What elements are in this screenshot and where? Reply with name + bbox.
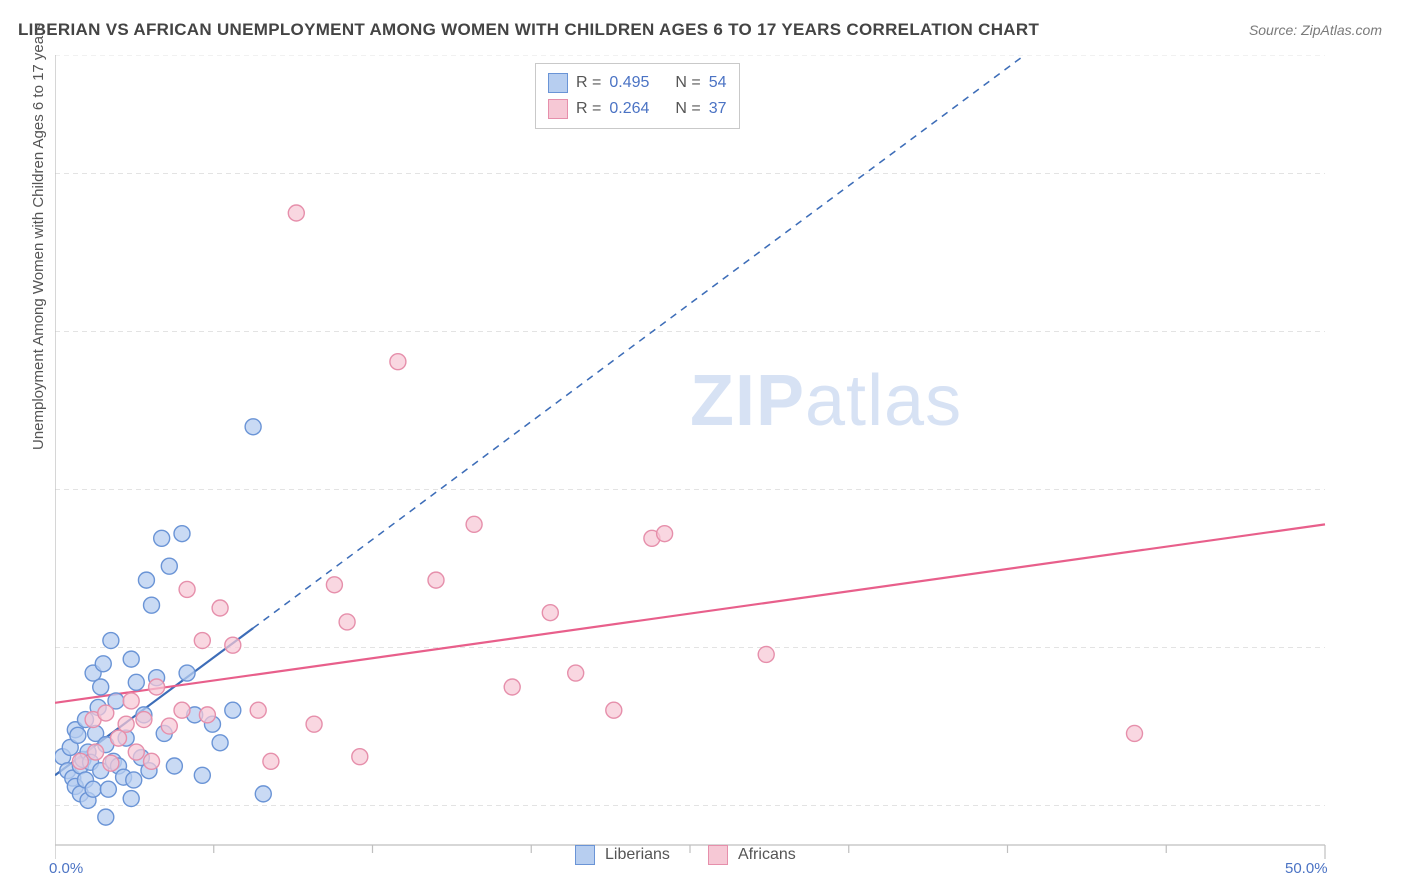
- legend-row-africans: R = 0.264 N = 37: [548, 96, 727, 122]
- legend-label-africans: Africans: [738, 846, 796, 864]
- source-label: Source: ZipAtlas.com: [1249, 22, 1382, 38]
- x-tick-label: 0.0%: [49, 860, 83, 877]
- legend-swatch-icon: [575, 845, 595, 865]
- chart-title: LIBERIAN VS AFRICAN UNEMPLOYMENT AMONG W…: [18, 20, 1039, 40]
- chart-container: LIBERIAN VS AFRICAN UNEMPLOYMENT AMONG W…: [0, 0, 1406, 892]
- chart-area: R = 0.495 N = 54 R = 0.264 N = 37 Liberi…: [55, 55, 1385, 845]
- legend-r-value-liberians: 0.495: [609, 74, 649, 92]
- scatter-plot: [55, 55, 1385, 885]
- legend-r-value-africans: 0.264: [609, 100, 649, 118]
- legend-r-label: R =: [576, 74, 601, 92]
- series-legend: Liberians Africans: [575, 845, 796, 865]
- legend-row-liberians: R = 0.495 N = 54: [548, 70, 727, 96]
- legend-n-label: N =: [675, 100, 700, 118]
- legend-n-value-africans: 37: [709, 100, 727, 118]
- legend-n-label: N =: [675, 74, 700, 92]
- correlation-legend: R = 0.495 N = 54 R = 0.264 N = 37: [535, 63, 740, 129]
- legend-swatch-africans: [548, 99, 568, 119]
- y-axis-label: Unemployment Among Women with Children A…: [30, 23, 47, 450]
- legend-swatch-icon: [708, 845, 728, 865]
- legend-label-liberians: Liberians: [605, 846, 670, 864]
- legend-n-value-liberians: 54: [709, 74, 727, 92]
- legend-swatch-liberians: [548, 73, 568, 93]
- legend-r-label: R =: [576, 100, 601, 118]
- x-tick-label: 50.0%: [1285, 860, 1328, 877]
